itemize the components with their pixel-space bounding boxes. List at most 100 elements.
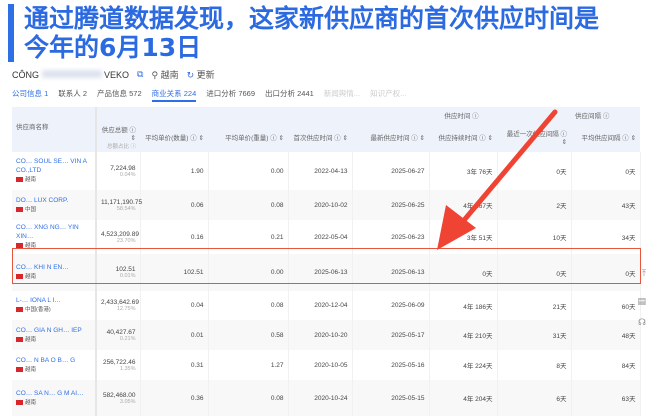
- col-header-8[interactable]: 平均供应间隔 ⓘ ⇕: [571, 122, 641, 152]
- avg_wt-cell: 0.08: [208, 291, 289, 320]
- tab-6[interactable]: 新闻舆情...: [323, 89, 361, 98]
- supplier-name-cell[interactable]: CO… GIA N GH… IEP 越南: [12, 320, 97, 350]
- flag-icon: [16, 243, 23, 249]
- tab-2[interactable]: 产品信息 572: [97, 89, 142, 98]
- flag-icon: [16, 399, 23, 405]
- tab-7[interactable]: 知识产权...: [370, 89, 407, 98]
- supplier-link[interactable]: CO… N BA O B… G: [16, 356, 76, 364]
- latest-cell: 2025-06-27: [352, 152, 430, 190]
- country-label: ⚲ 越南: [151, 70, 179, 80]
- flag-icon: [16, 206, 23, 212]
- avg_qty-cell: 0.06: [140, 190, 209, 220]
- table-row[interactable]: DO… LUX CORP. 中国 11,171,190.75 58.54% 0.06 0…: [12, 190, 641, 220]
- avg_qty-cell: 102.51: [140, 254, 209, 291]
- tab-5[interactable]: 出口分析 2441: [265, 89, 314, 98]
- supplier-name-cell[interactable]: CO… KHI N EN… 越南: [12, 254, 97, 291]
- supplier-link[interactable]: CO… SOUL SE… VIN A CO.,LTD: [16, 158, 87, 174]
- country-tag: 越南: [16, 274, 36, 280]
- group-supply-interval: 供应间隔 ⓘ: [571, 107, 641, 122]
- first-cell: 2020-10-05: [288, 350, 353, 380]
- supplier-link[interactable]: CO… XNG NG… YIN XIN…: [16, 224, 79, 240]
- table-row[interactable]: CO… SOUL SE… VIN A CO.,LTD 越南 7,224.98 0.0…: [12, 152, 641, 190]
- flag-icon: [16, 336, 23, 342]
- total-cell: 40,427.67 0.21%: [96, 320, 141, 350]
- col-header-5[interactable]: 最新供应时间 ⓘ ⇕: [352, 122, 429, 152]
- flag-icon: [16, 274, 23, 280]
- avg_int-cell: 60天: [571, 291, 641, 320]
- total-cell: 102.51 0.01%: [96, 254, 141, 291]
- company-header: CÔNG VEKO ⧉ ⚲ 越南 ↻ 更新: [12, 68, 215, 81]
- avg_int-cell: 0天: [571, 152, 641, 190]
- flag-icon: [16, 366, 23, 372]
- supplier-name-cell[interactable]: CO… N BA O B… G 越南: [12, 350, 97, 380]
- company-name: CÔNG VEKO: [12, 69, 130, 80]
- supplier-name-cell[interactable]: CO… SOUL SE… VIN A CO.,LTD 越南: [12, 152, 97, 190]
- country-tag: 越南: [16, 177, 36, 183]
- refresh-icon: ↻: [186, 70, 195, 80]
- supplier-link[interactable]: CO… GIA N GH… IEP: [16, 326, 82, 334]
- first-cell: 2020-10-02: [288, 190, 353, 220]
- table-row[interactable]: L-… IONA L I… 中国(香港) 2,433,642.69 12.75% 0.…: [12, 291, 641, 320]
- flag-icon: [16, 307, 23, 313]
- headline: 通过腾道数据发现，这家新供应商的首次供应时间是 今年的6月13日: [8, 4, 599, 62]
- duration-cell: 4年 210天: [429, 320, 498, 350]
- table-row[interactable]: CO… GIA N GH… IEP 越南 40,427.67 0.21% 0.01 0.…: [12, 320, 641, 350]
- total-cell: 11,171,190.75 58.54%: [96, 190, 142, 220]
- col-supplier-name: 供应商名称: [12, 107, 97, 152]
- avg_int-cell: 84天: [571, 350, 641, 380]
- col-header-6[interactable]: 供应持续时间 ⓘ ⇕: [429, 122, 497, 152]
- supplier-name-cell[interactable]: L-… IONA L I… 中国(香港): [12, 291, 97, 320]
- avg_wt-cell: 0.58: [208, 320, 289, 350]
- supplier-link[interactable]: CO… SA N… G M AI…: [16, 389, 84, 397]
- avg_qty-cell: 0.04: [140, 291, 209, 320]
- table-row[interactable]: CO… KHI N EN… 越南 102.51 0.01% 102.51 0.00 202…: [12, 254, 641, 291]
- recent-cell: 21天: [497, 291, 572, 320]
- first-cell: 2025-06-13: [288, 254, 353, 291]
- country-tag: 中国(香港): [16, 307, 51, 313]
- country-tag: 中国: [16, 207, 36, 213]
- recent-cell: 2天: [497, 190, 572, 220]
- tab-3[interactable]: 商业关系 224: [151, 88, 197, 102]
- tab-bar: 公司信息 1 联系人 2 产品信息 572 商业关系 224 进口分析 7669 出口分析…: [12, 88, 406, 102]
- duration-cell: 3年 76天: [429, 152, 498, 190]
- refresh-button[interactable]: ↻ 更新: [186, 70, 215, 80]
- country-tag: 越南: [16, 337, 36, 343]
- tab-4[interactable]: 进口分析 7669: [206, 89, 256, 98]
- recent-cell: 31天: [497, 320, 572, 350]
- avg_int-cell: 43天: [571, 190, 641, 220]
- country-tag: 越南: [16, 243, 36, 249]
- latest-cell: 2025-06-09: [352, 291, 430, 320]
- supplier-link[interactable]: CO… KHI N EN…: [16, 264, 69, 271]
- support-icon[interactable]: ☊: [638, 317, 646, 327]
- first-cell: 2020-10-20: [288, 320, 353, 350]
- scroll-top-icon[interactable]: ⤒: [642, 268, 646, 278]
- avg_wt-cell: 0.00: [208, 152, 289, 190]
- total-cell: 2,433,642.69 12.75%: [96, 291, 141, 320]
- col-header-2[interactable]: 平均单价(数量) ⓘ ⇕: [140, 122, 208, 152]
- recent-cell: 8天: [497, 350, 572, 380]
- avg_qty-cell: 1.90: [140, 152, 209, 190]
- tab-0[interactable]: 公司信息 1: [12, 89, 49, 98]
- flag-icon: [16, 177, 23, 183]
- latest-cell: 2025-05-17: [352, 320, 430, 350]
- supplier-link[interactable]: DO… LUX CORP.: [16, 196, 69, 204]
- supplier-link[interactable]: L-… IONA L I…: [16, 297, 61, 304]
- col-header-3[interactable]: 平均单价(重量) ⓘ ⇕: [208, 122, 288, 152]
- country-tag: 越南: [16, 367, 36, 373]
- first-cell: 2022-04-13: [288, 152, 353, 190]
- col-header-4[interactable]: 首次供应时间 ⓘ ⇕: [288, 122, 352, 152]
- copy-icon[interactable]: ⧉: [137, 69, 144, 79]
- duration-cell: 4年 186天: [429, 291, 498, 320]
- avg_qty-cell: 0.31: [140, 350, 209, 380]
- avg_int-cell: 0天: [571, 254, 641, 291]
- tab-1[interactable]: 联系人 2: [58, 89, 88, 98]
- duration-cell: 4年 224天: [429, 350, 498, 380]
- avg_qty-cell: 0.01: [140, 320, 209, 350]
- supplier-name-cell[interactable]: DO… LUX CORP. 中国: [12, 190, 97, 220]
- table-row[interactable]: CO… N BA O B… G 越南 256,722.46 1.35% 0.31 1.2…: [12, 350, 641, 380]
- feedback-icon[interactable]: ▤: [637, 296, 646, 306]
- col-header-1[interactable]: 供应总额 ⓘ ⇕ 总额占比 ⓘ: [96, 122, 140, 152]
- latest-cell: 2025-06-13: [352, 254, 430, 291]
- country-tag: 越南: [16, 400, 36, 406]
